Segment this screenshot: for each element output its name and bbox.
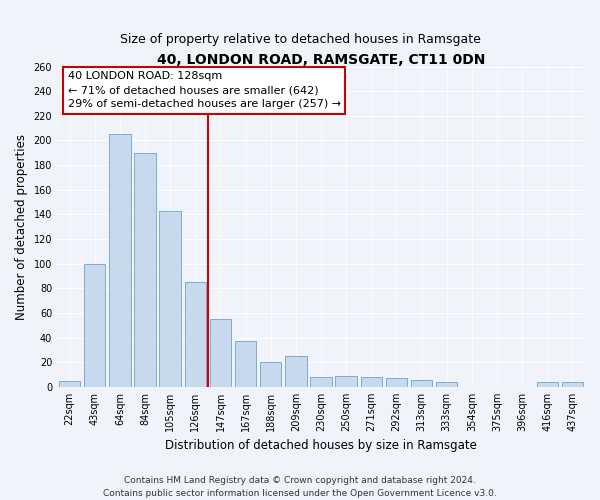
Bar xyxy=(109,134,131,387)
Title: 40, LONDON ROAD, RAMSGATE, CT11 0DN: 40, LONDON ROAD, RAMSGATE, CT11 0DN xyxy=(157,52,485,66)
Text: Size of property relative to detached houses in Ramsgate: Size of property relative to detached ho… xyxy=(119,32,481,46)
Bar xyxy=(210,319,231,387)
Bar xyxy=(386,378,407,387)
Text: Contains HM Land Registry data © Crown copyright and database right 2024.
Contai: Contains HM Land Registry data © Crown c… xyxy=(103,476,497,498)
X-axis label: Distribution of detached houses by size in Ramsgate: Distribution of detached houses by size … xyxy=(165,440,477,452)
Bar xyxy=(285,356,307,387)
Bar xyxy=(436,382,457,387)
Bar xyxy=(235,342,256,387)
Text: 40 LONDON ROAD: 128sqm
← 71% of detached houses are smaller (642)
29% of semi-de: 40 LONDON ROAD: 128sqm ← 71% of detached… xyxy=(68,72,341,110)
Bar xyxy=(361,377,382,387)
Bar xyxy=(260,362,281,387)
Bar xyxy=(59,381,80,387)
Bar xyxy=(536,382,558,387)
Y-axis label: Number of detached properties: Number of detached properties xyxy=(15,134,28,320)
Bar xyxy=(411,380,432,387)
Bar xyxy=(185,282,206,387)
Bar xyxy=(160,210,181,387)
Bar xyxy=(310,377,332,387)
Bar xyxy=(335,376,357,387)
Bar xyxy=(562,382,583,387)
Bar xyxy=(134,153,156,387)
Bar xyxy=(84,264,106,387)
